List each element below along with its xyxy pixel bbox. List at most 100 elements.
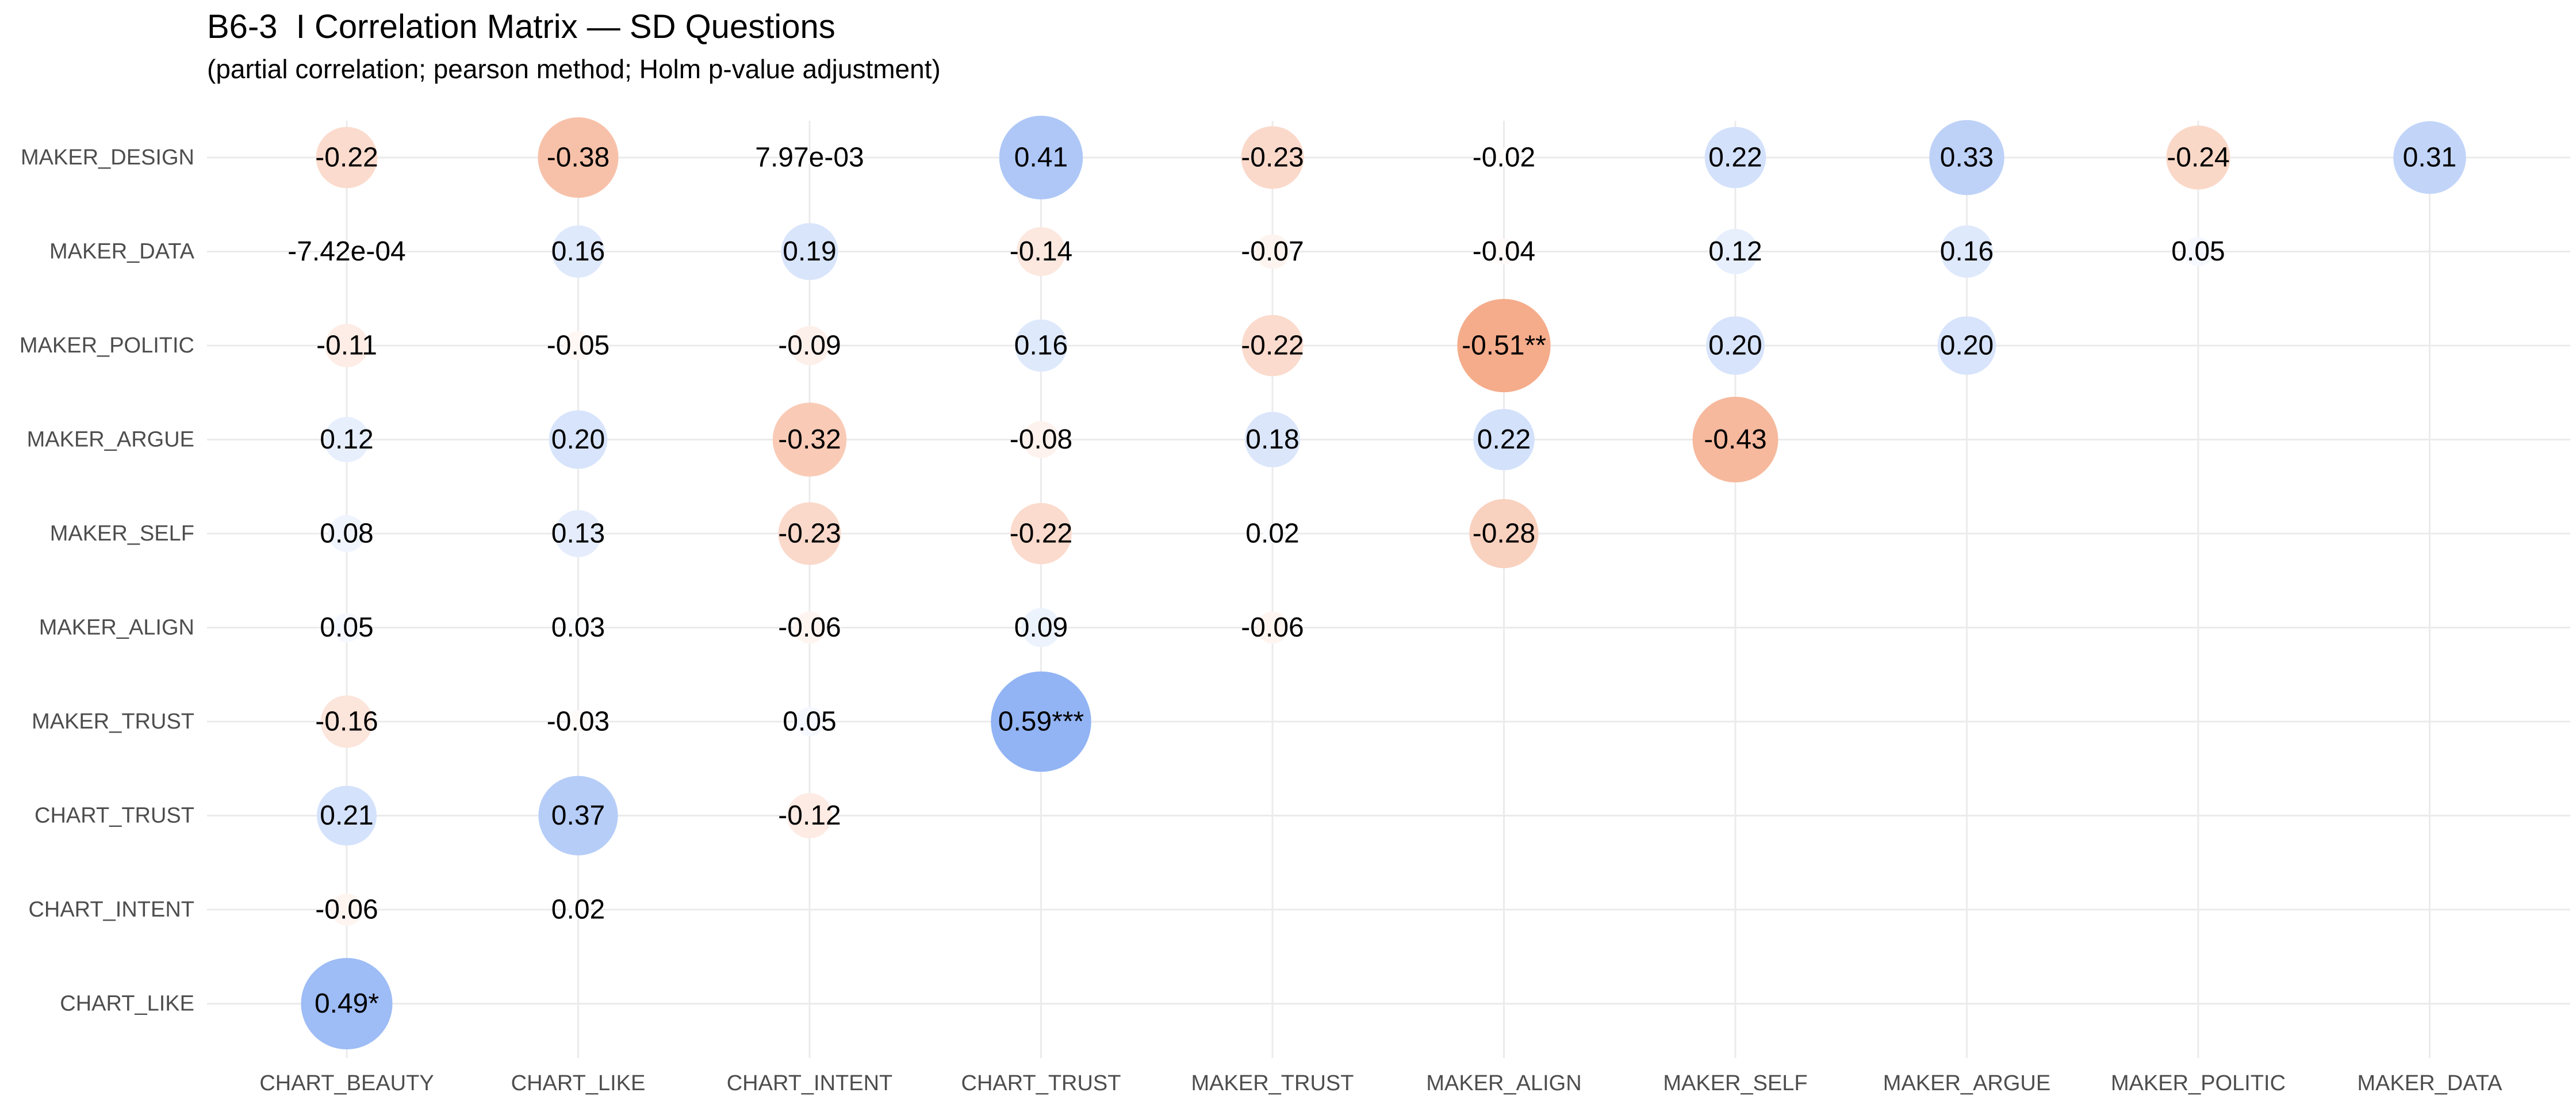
y-tick-chart-intent: CHART_INTENT: [28, 898, 194, 922]
circle-maker-self-maker-politic: [1706, 316, 1765, 375]
circle-chart-intent-maker-design: [803, 151, 816, 164]
circle-chart-beauty-chart-intent: [331, 894, 363, 926]
label-chart-trust-maker-design: 0.41: [1014, 143, 1068, 173]
label-maker-politic-maker-design: -0.24: [2167, 143, 2229, 173]
circle-maker-politic-maker-data: [2183, 237, 2213, 266]
label-chart-intent-chart-trust: -0.12: [778, 800, 841, 831]
label-maker-trust-maker-politic: -0.22: [1241, 331, 1304, 361]
circle-maker-argue-maker-design: [1929, 120, 2004, 195]
circle-maker-trust-maker-data: [1255, 234, 1290, 269]
circle-chart-beauty-maker-align: [332, 613, 362, 642]
circle-maker-self-maker-argue: [1692, 397, 1778, 482]
label-chart-like-maker-argue: 0.20: [551, 424, 605, 455]
y-tick-chart-like: CHART_LIKE: [60, 992, 194, 1016]
label-chart-like-maker-politic: -0.05: [547, 331, 610, 361]
label-maker-align-maker-self: -0.28: [1473, 519, 1535, 549]
circle-maker-align-maker-self: [1469, 499, 1539, 569]
label-chart-beauty-maker-argue: 0.12: [320, 424, 373, 455]
circle-chart-beauty-maker-politic: [325, 324, 369, 367]
circle-chart-trust-maker-align: [1021, 608, 1061, 647]
label-chart-intent-maker-politic: -0.09: [778, 331, 841, 361]
x-tick-maker-align: MAKER_ALIGN: [1426, 1071, 1581, 1095]
x-tick-chart-intent: CHART_INTENT: [727, 1071, 893, 1095]
label-chart-like-chart-intent: 0.02: [551, 895, 605, 925]
circle-chart-like-maker-align: [566, 616, 590, 639]
x-tick-maker-self: MAKER_SELF: [1663, 1071, 1807, 1095]
circle-chart-like-chart-trust: [538, 776, 618, 856]
circle-chart-beauty-maker-argue: [324, 417, 370, 462]
label-chart-like-chart-trust: 0.37: [551, 800, 605, 831]
chart-subtitle: (partial correlation; pearson method; Ho…: [207, 54, 941, 84]
circle-chart-beauty-maker-design: [316, 126, 378, 189]
label-chart-intent-maker-self: -0.23: [778, 519, 841, 549]
label-chart-like-maker-trust: -0.03: [547, 707, 610, 737]
circle-maker-politic-maker-design: [2166, 125, 2230, 190]
circle-maker-trust-maker-argue: [1244, 412, 1301, 467]
label-maker-argue-maker-data: 0.16: [1940, 236, 1994, 267]
label-chart-beauty-maker-data: -7.42e-04: [288, 236, 405, 267]
x-tick-maker-trust: MAKER_TRUST: [1191, 1071, 1354, 1095]
label-chart-beauty-chart-trust: 0.21: [320, 800, 373, 831]
label-chart-beauty-chart-like: 0.49*: [315, 988, 379, 1019]
label-maker-align-maker-politic: -0.51**: [1462, 331, 1546, 361]
x-tick-chart-like: CHART_LIKE: [511, 1071, 646, 1095]
circle-maker-align-maker-argue: [1473, 409, 1535, 470]
y-axis-tick-labels: MAKER_DESIGN MAKER_DATA MAKER_POLITIC MAKER…: [20, 145, 195, 1016]
circle-chart-trust-maker-design: [999, 116, 1083, 200]
y-tick-maker-self: MAKER_SELF: [50, 522, 194, 546]
label-maker-argue-maker-design: 0.33: [1940, 143, 1994, 173]
label-chart-trust-maker-align: 0.09: [1014, 612, 1068, 643]
circle-chart-like-chart-intent: [569, 900, 588, 919]
circle-chart-beauty-maker-trust: [320, 695, 373, 748]
circle-maker-align-maker-data: [1490, 238, 1517, 265]
circle-chart-intent-maker-data: [781, 223, 838, 281]
circle-maker-trust-maker-design: [1241, 126, 1304, 189]
label-maker-data-maker-design: 0.31: [2403, 143, 2456, 173]
x-tick-maker-argue: MAKER_ARGUE: [1883, 1071, 2050, 1095]
label-maker-self-maker-argue: -0.43: [1704, 424, 1766, 455]
label-chart-like-maker-self: 0.13: [551, 519, 605, 549]
label-maker-self-maker-data: 0.12: [1708, 236, 1762, 267]
y-tick-maker-politic: MAKER_POLITIC: [20, 334, 194, 358]
y-tick-maker-trust: MAKER_TRUST: [32, 710, 194, 734]
label-chart-beauty-maker-self: 0.08: [320, 519, 373, 549]
label-chart-like-maker-align: 0.03: [551, 612, 605, 643]
correlation-labels: -0.22 -0.38 7.97e-03 0.41 -0.23 -0.02 0.22 0.33…: [288, 143, 2456, 1019]
label-maker-trust-maker-data: -0.07: [1241, 236, 1304, 267]
circle-chart-like-maker-self: [554, 510, 602, 557]
y-tick-chart-trust: CHART_TRUST: [34, 804, 194, 828]
label-chart-intent-maker-argue: -0.32: [778, 424, 841, 455]
circle-maker-trust-maker-politic: [1241, 315, 1304, 377]
label-chart-trust-maker-argue: -0.08: [1010, 424, 1072, 455]
x-tick-maker-politic: MAKER_POLITIC: [2111, 1071, 2286, 1095]
y-tick-maker-argue: MAKER_ARGUE: [27, 428, 194, 452]
label-chart-like-maker-data: 0.16: [551, 236, 605, 267]
circle-chart-trust-maker-argue: [1022, 421, 1060, 458]
label-maker-trust-maker-argue: 0.18: [1245, 424, 1299, 455]
label-chart-beauty-maker-design: -0.22: [315, 143, 378, 173]
label-chart-intent-maker-data: 0.19: [783, 236, 836, 267]
x-tick-chart-beauty: CHART_BEAUTY: [259, 1071, 434, 1095]
circle-chart-intent-maker-align: [793, 611, 826, 644]
label-chart-beauty-maker-align: 0.05: [320, 612, 373, 643]
label-maker-align-maker-argue: 0.22: [1477, 424, 1531, 455]
y-tick-maker-align: MAKER_ALIGN: [39, 616, 194, 640]
correlation-circles: [301, 116, 2466, 1050]
label-maker-self-maker-politic: 0.20: [1708, 331, 1762, 361]
circle-chart-beauty-maker-data: [344, 250, 349, 254]
label-maker-argue-maker-politic: 0.20: [1940, 331, 1994, 361]
circle-chart-like-maker-argue: [549, 410, 608, 469]
label-maker-trust-maker-design: -0.23: [1241, 143, 1304, 173]
label-chart-like-maker-design: -0.38: [547, 143, 610, 173]
label-maker-politic-maker-data: 0.05: [2171, 236, 2225, 267]
label-maker-align-maker-data: -0.04: [1473, 236, 1535, 267]
circle-chart-intent-maker-politic: [789, 325, 830, 366]
y-tick-maker-data: MAKER_DATA: [49, 240, 195, 264]
circle-maker-data-maker-design: [2393, 121, 2466, 194]
chart-title: B6-3 I Correlation Matrix — SD Questions: [207, 8, 835, 45]
circle-chart-beauty-chart-trust: [316, 785, 377, 846]
label-maker-trust-maker-align: -0.06: [1241, 612, 1304, 643]
circle-chart-beauty-chart-like: [301, 957, 393, 1050]
x-axis-tick-labels: CHART_BEAUTY CHART_LIKE CHART_INTENT CHART_…: [259, 1071, 2502, 1095]
circle-maker-trust-maker-align: [1256, 611, 1289, 644]
